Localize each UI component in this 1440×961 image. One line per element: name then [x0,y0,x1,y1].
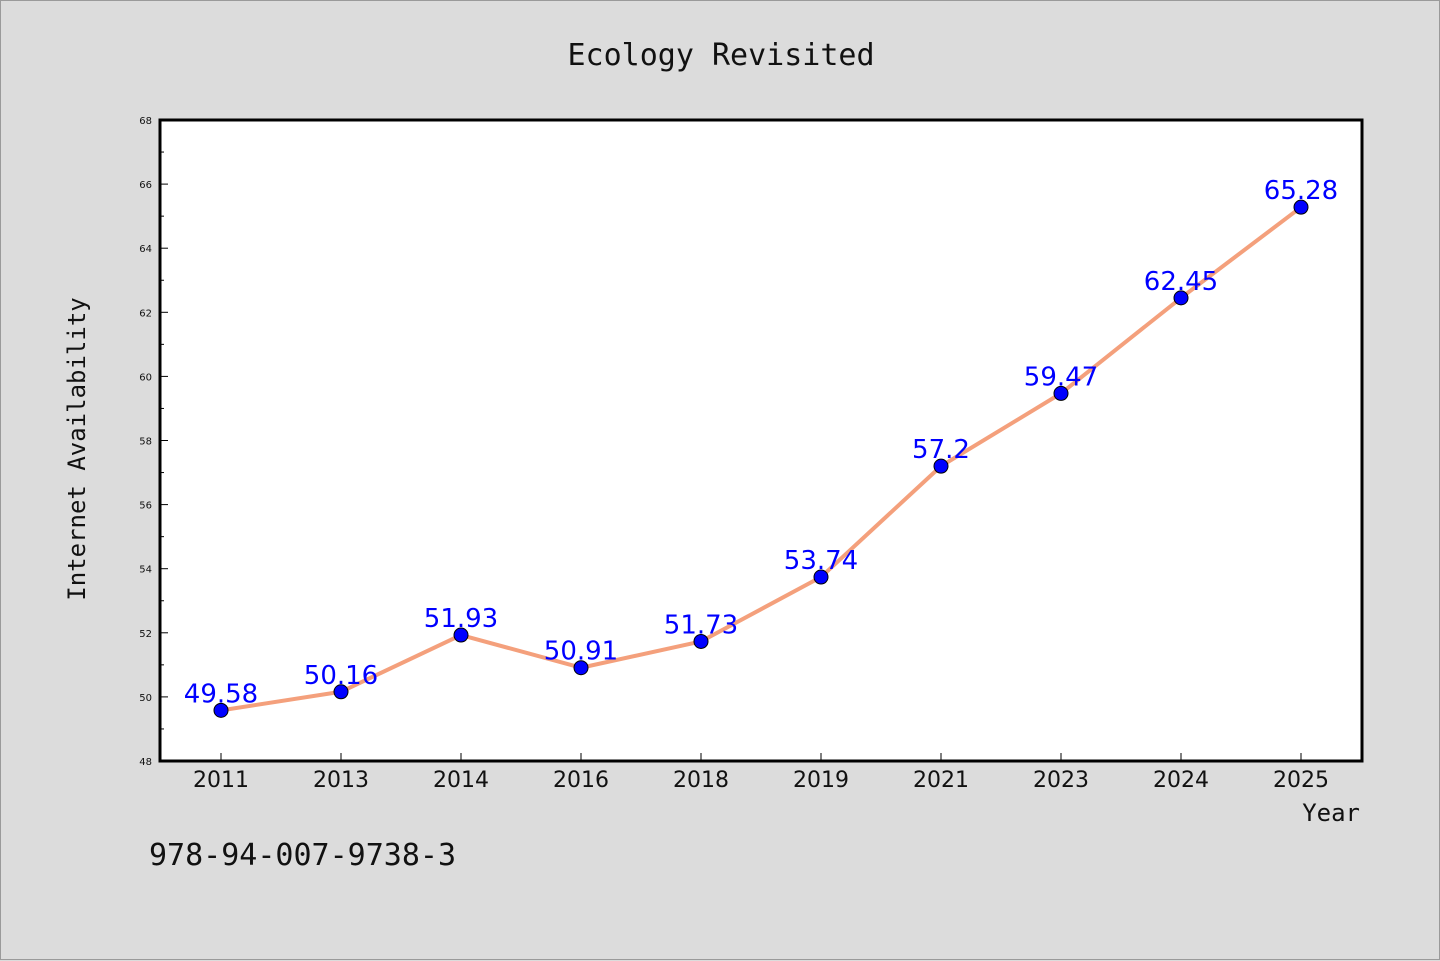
data-label: 50.16 [304,661,378,691]
x-tick-label: 2016 [553,768,609,793]
data-label: 53.74 [784,546,858,576]
x-tick-label: 2014 [433,768,489,793]
x-tick-label: 2023 [1033,768,1089,793]
x-tick-label: 2019 [793,768,849,793]
data-label: 49.58 [184,679,258,709]
x-tick-label: 2025 [1273,768,1329,793]
data-label: 62.45 [1144,267,1218,297]
y-tick-label: 50 [139,693,152,704]
y-axis-label: Internet Availability [63,297,91,600]
x-tick-label: 2021 [913,768,969,793]
y-tick-label: 56 [139,501,152,512]
data-point [1053,385,1069,401]
y-tick-label: 52 [139,629,152,640]
data-point [573,660,589,676]
data-label: 59.47 [1024,362,1098,392]
x-tick-label: 2018 [673,768,729,793]
chart-title: Ecology Revisited [567,38,874,73]
data-point [813,569,829,585]
x-tick-label: 2024 [1153,768,1209,793]
y-tick-label: 48 [139,757,152,768]
data-point [213,702,229,718]
data-label: 65.28 [1264,176,1338,206]
y-tick-label: 60 [139,372,152,383]
x-axis: 2011 2013 2014 2016 2018 2019 2021 2023 2024 2025 [193,753,1329,793]
footer-isbn-text: 978-94-007-9738-3 [149,838,456,873]
y-tick-label: 64 [139,244,152,255]
data-label: 57.2 [912,435,970,465]
y-tick-label: 54 [139,565,152,576]
y-tick-label: 58 [139,437,152,448]
data-point [1173,290,1189,306]
data-labels: 49.58 50.16 51.93 50.91 51.73 53.74 57.2 59.47 6… [184,176,1338,709]
y-tick-label: 68 [139,116,152,127]
data-point [1293,199,1309,215]
data-point [693,633,709,649]
y-tick-label: 66 [139,180,152,191]
data-point [933,458,949,474]
data-markers [213,199,1309,718]
data-label: 51.73 [664,610,738,640]
x-axis-label: Year [1302,799,1360,827]
data-label: 50.91 [544,637,618,667]
series-line [220,205,1303,713]
x-tick-label: 2013 [313,768,369,793]
y-tick-label: 62 [139,308,152,319]
y-axis: 48 50 52 54 56 58 60 62 64 66 68 [139,116,168,768]
data-point [453,627,469,643]
data-point [333,684,349,700]
data-label: 51.93 [424,604,498,634]
plot-area [158,118,1364,763]
x-tick-label: 2011 [193,768,249,793]
